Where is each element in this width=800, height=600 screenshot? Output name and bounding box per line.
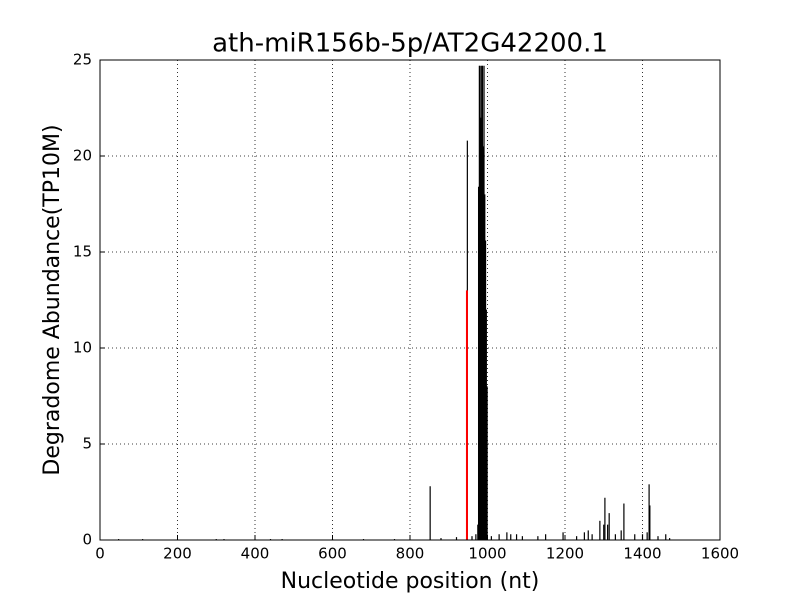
x-tick-label: 800 <box>396 545 425 563</box>
x-tick-label: 0 <box>95 545 105 563</box>
x-axis-label: Nucleotide position (nt) <box>281 569 540 594</box>
y-tick-label: 20 <box>73 147 92 165</box>
x-tick-label: 1400 <box>623 545 661 563</box>
y-tick-label: 0 <box>82 531 92 549</box>
x-tick-label: 400 <box>241 545 270 563</box>
chart-title: ath-miR156b-5p/AT2G42200.1 <box>212 29 608 59</box>
x-tick-label: 1000 <box>468 545 506 563</box>
y-axis-label: Degradome Abundance(TP10M) <box>40 124 65 475</box>
plot-frame <box>99 59 721 541</box>
x-tick-label: 1600 <box>701 545 739 563</box>
x-tick-label: 200 <box>163 545 192 563</box>
x-tick-label: 600 <box>318 545 347 563</box>
x-tick-label: 1200 <box>546 545 584 563</box>
y-tick-label: 15 <box>73 243 92 261</box>
y-tick-label: 5 <box>82 435 92 453</box>
y-tick-label: 10 <box>73 339 92 357</box>
y-tick-label: 25 <box>73 51 92 69</box>
